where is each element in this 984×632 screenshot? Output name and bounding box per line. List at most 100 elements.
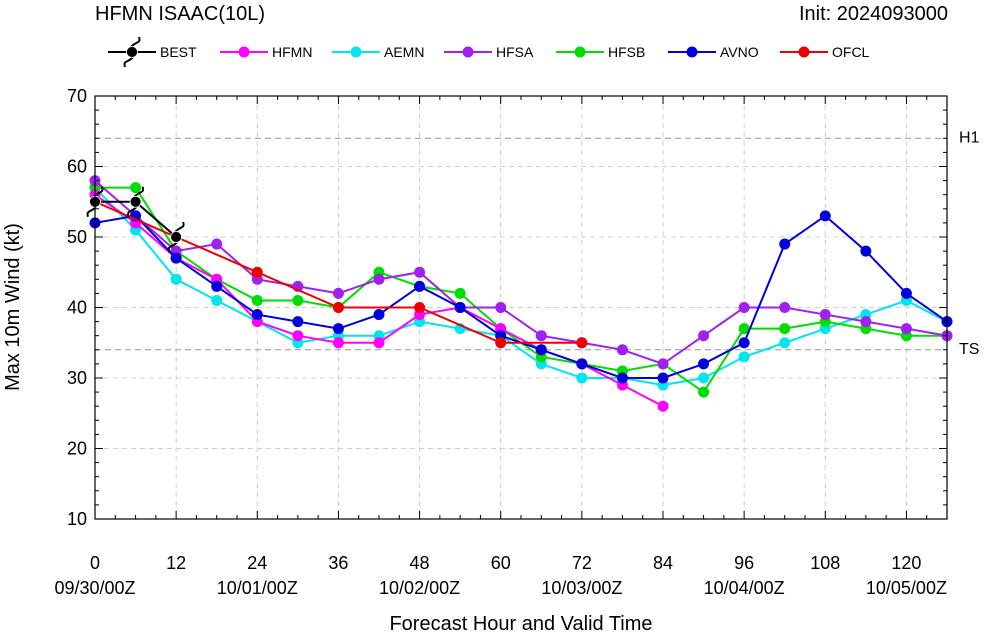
date-label: 10/04/00Z [704,578,785,598]
data-point-avno [657,372,669,384]
legend-item-aemn: AEMN [332,44,424,60]
data-point-hfsa [900,323,912,335]
x-tick-label: 108 [810,553,840,573]
series-line-avno [94,214,948,379]
data-point-hfmn [332,337,344,349]
date-label: 10/02/00Z [379,578,460,598]
y-axis-label: Max 10m Wind (kt) [2,223,24,391]
data-point-hfsb [454,287,466,299]
series-line-hfsa [94,179,948,366]
x-tick-label: 72 [572,553,592,573]
legend-item-hfmn: HFMN [220,44,312,60]
data-point-hfsa [819,309,831,321]
legend-item-hfsb: HFSB [556,44,645,60]
data-point-hfsb [738,323,750,335]
series-best [86,186,185,253]
y-tick-label: 30 [67,368,87,388]
x-tick-label: 120 [891,553,921,573]
data-point-hfsa [332,287,344,299]
x-tick-label: 24 [247,553,267,573]
legend-label: BEST [160,44,197,60]
y-tick-label: 50 [67,227,87,247]
legend-label: OFCL [832,44,870,60]
data-point-avno [779,238,791,250]
data-point-aemn [738,351,750,363]
data-point-avno [454,302,466,313]
x-axis-label: Forecast Hour and Valid Time [389,613,652,632]
data-point-hfmn [292,330,304,342]
data-point-hfsa [616,344,628,356]
data-point-avno [576,358,588,370]
data-point-aemn [779,337,791,349]
x-tick-label: 0 [90,553,100,573]
data-point-best [167,221,185,253]
y-tick-label: 20 [67,439,87,459]
data-point-avno [535,344,547,356]
data-point-hfsa [779,302,791,313]
legend-item-ofcl: OFCL [780,44,870,60]
data-point-hfsb [292,294,304,306]
data-point-hfsa [535,330,547,342]
y-tick-label: 10 [67,509,87,529]
data-point-avno [414,280,426,292]
legend-label: HFSA [496,44,534,60]
date-label: 10/01/00Z [217,578,298,598]
data-point-hfsa [495,302,507,313]
legend-item-hfsa: HFSA [444,44,534,60]
threshold-label-ts: TS [959,341,979,358]
data-point-aemn [211,294,223,306]
data-point-best [127,186,145,218]
data-point-ofcl [495,337,507,349]
data-point-ofcl [332,302,344,313]
x-tick-label: 36 [328,553,348,573]
legend-label: HFSB [608,44,645,60]
legend-item-best: BEST [108,36,197,68]
data-point-avno [860,245,872,257]
legend-label: HFMN [272,44,312,60]
data-point-hfsa [657,358,669,370]
data-point-hfsa [373,273,385,285]
legend-marker [238,46,250,58]
chart-title: HFMN ISAAC(10L) [95,3,265,25]
data-point-aemn [698,372,710,384]
legend-marker [123,36,141,68]
legend-label: AVNO [720,44,759,60]
data-point-hfsa [738,302,750,313]
data-point-hfsa [698,330,710,342]
data-point-hfmn [657,400,669,412]
data-point-best-core [129,195,142,208]
date-label: 10/05/00Z [866,578,947,598]
data-point-hfsa [414,266,426,278]
threshold-lines: H1 TS [95,129,980,358]
x-tick-label: 12 [166,553,186,573]
data-point-avno [251,309,263,321]
x-tick-label: 96 [734,553,754,573]
series-line-aemn [94,186,948,387]
data-point-hfmn [373,337,385,349]
legend-marker-core [126,46,138,58]
series-layer [86,175,953,412]
data-point-avno [819,210,831,222]
data-point-avno [616,372,628,384]
legend: BEST HFMN AEMN HFSA HFSB AVNO OFCL [108,36,870,68]
data-point-avno [698,358,710,370]
grid [95,96,947,519]
date-label: 10/03/00Z [541,578,622,598]
data-point-ofcl [414,302,426,313]
data-point-aemn [170,273,182,285]
data-point-avno [292,316,304,328]
data-point-aemn [576,372,588,384]
threshold-label-h1: H1 [959,129,980,146]
data-point-avno [170,252,182,264]
init-time: Init: 2024093000 [799,3,948,25]
data-point-hfsa [211,238,223,250]
legend-marker [462,46,474,58]
legend-marker [686,46,698,58]
data-point-hfsa [860,316,872,328]
data-point-hfsb [698,386,710,398]
legend-marker [798,46,810,58]
x-tick-label: 48 [410,553,430,573]
date-label: 09/30/00Z [54,578,135,598]
data-point-ofcl [251,266,263,278]
